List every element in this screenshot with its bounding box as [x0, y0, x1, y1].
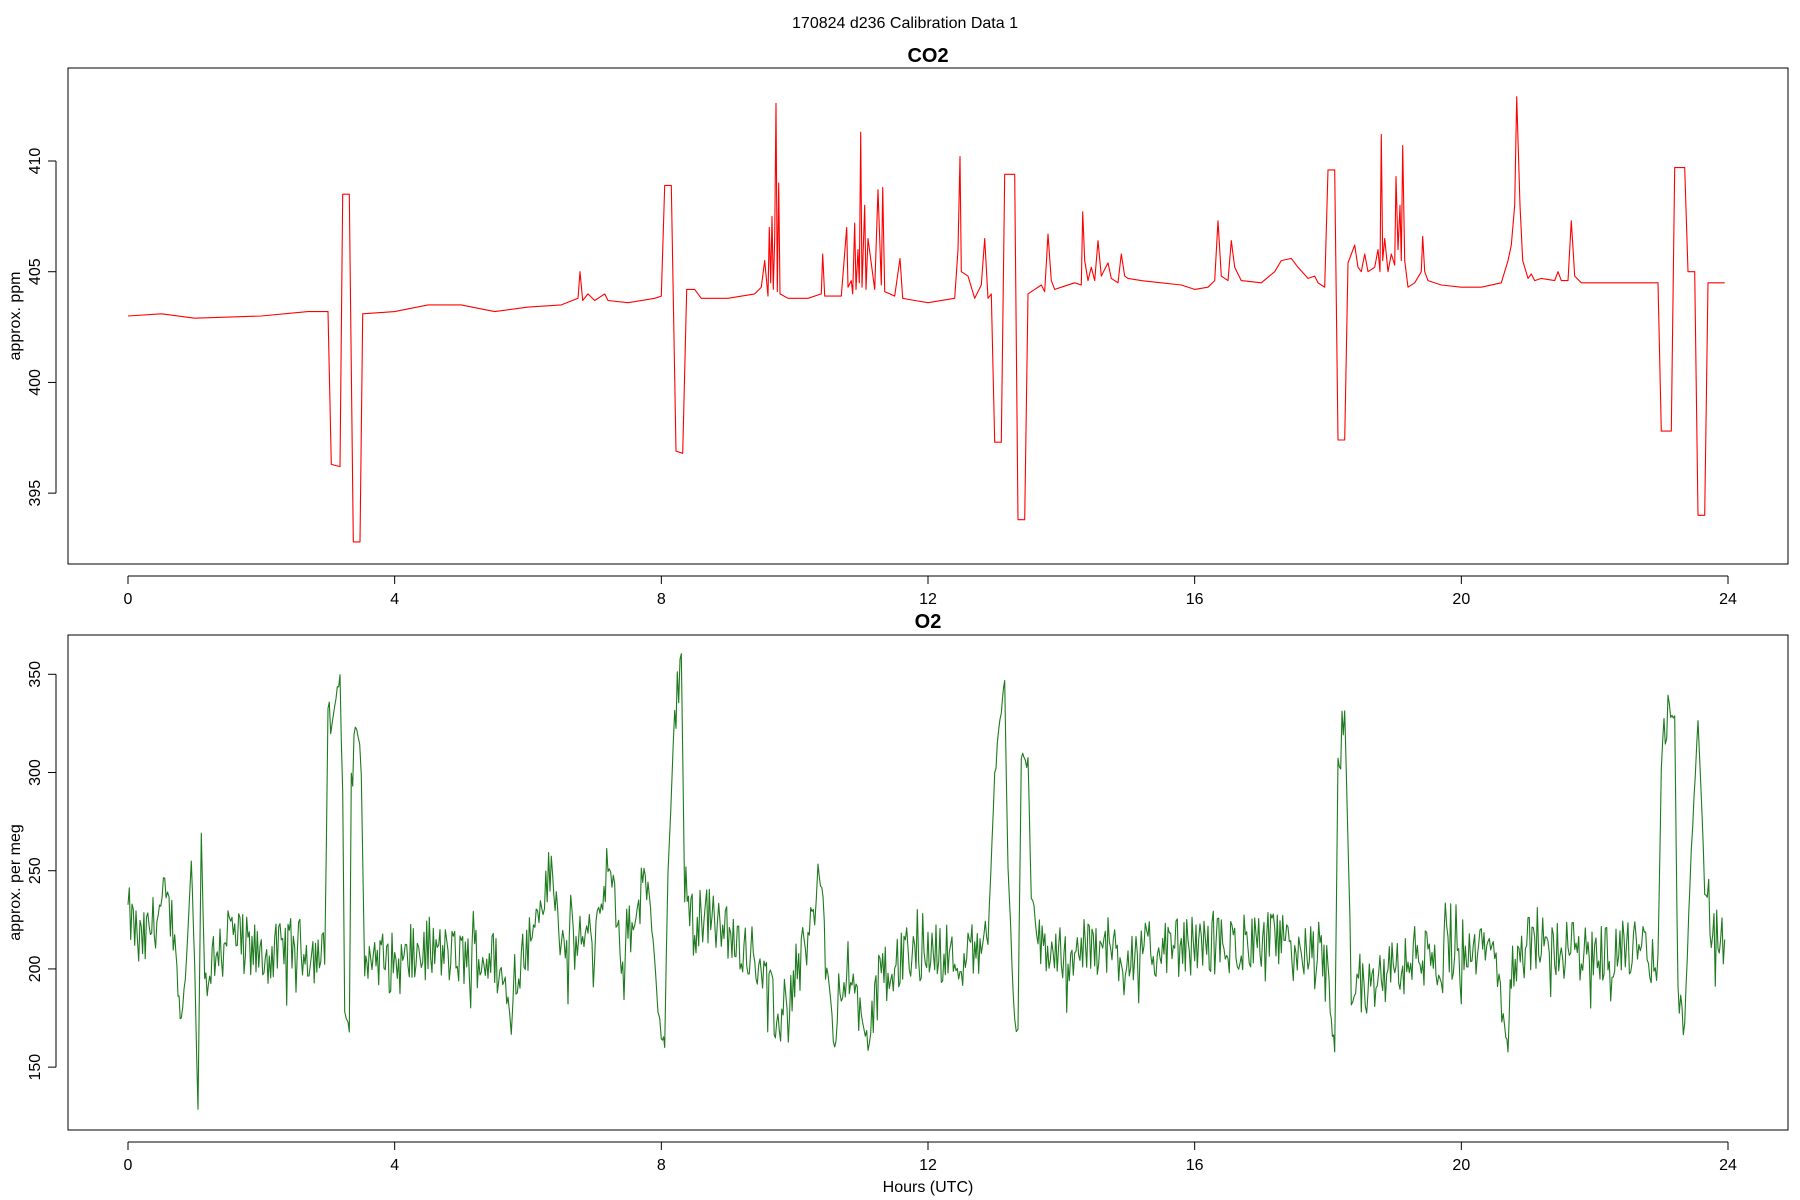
- y-tick-label: 395: [27, 480, 44, 507]
- x-tick-label: 12: [919, 1157, 937, 1174]
- x-tick-label: 0: [124, 591, 133, 608]
- x-tick-label: 4: [390, 1157, 399, 1174]
- x-axis-label: Hours (UTC): [883, 1179, 974, 1196]
- x-tick-label: 20: [1452, 1157, 1470, 1174]
- x-tick-label: 8: [657, 1157, 666, 1174]
- y-tick-label: 405: [27, 258, 44, 285]
- x-tick-label: 24: [1719, 591, 1737, 608]
- plot-frame: [67, 67, 1789, 565]
- y-tick-label: 410: [27, 148, 44, 175]
- x-tick-label: 12: [919, 591, 937, 608]
- panel-title: O2: [915, 611, 942, 633]
- y-axis-label: approx. per meg: [7, 824, 24, 941]
- x-tick-label: 4: [390, 591, 399, 608]
- x-tick-label: 8: [657, 591, 666, 608]
- x-tick-label: 16: [1186, 591, 1204, 608]
- x-tick-label: 16: [1186, 1157, 1204, 1174]
- y-tick-label: 400: [27, 369, 44, 396]
- chart-panel-co2: CO2 approx. ppm 0 4 8 12 16 20 24 395 400 405 410: [7, 45, 1789, 608]
- figure-super-title: 170824 d236 Calibration Data 1: [792, 15, 1018, 32]
- y-tick-label: 200: [27, 955, 44, 982]
- panel-title: CO2: [907, 45, 948, 67]
- y-tick-label: 150: [27, 1054, 44, 1081]
- y-axis-label: approx. ppm: [7, 272, 24, 361]
- y-tick-label: 250: [27, 857, 44, 884]
- plot-frame: [67, 634, 1789, 1131]
- series-line-co2: [127, 96, 1725, 543]
- chart-panel-o2: O2 approx. per meg Hours (UTC) 0 4 8 12 16 20 24 1…: [7, 611, 1789, 1196]
- y-tick-label: 300: [27, 759, 44, 786]
- x-tick-label: 20: [1452, 591, 1470, 608]
- x-tick-label: 0: [124, 1157, 133, 1174]
- y-tick-label: 350: [27, 661, 44, 688]
- series-line-o2: [127, 653, 1726, 1110]
- x-tick-label: 24: [1719, 1157, 1737, 1174]
